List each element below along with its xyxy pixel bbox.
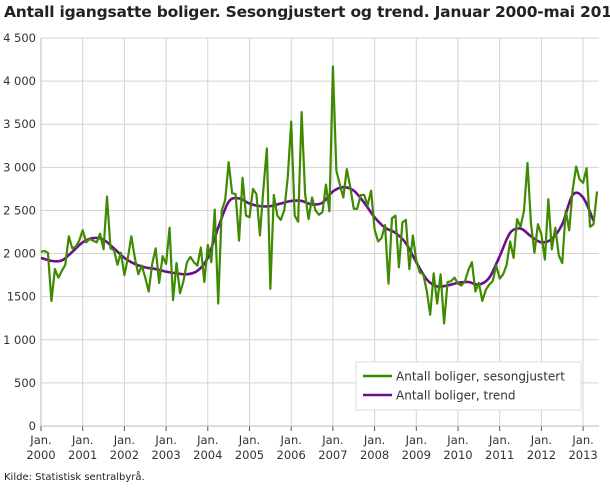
x-tick-label: Jan. <box>530 433 552 447</box>
x-tick-label: Jan. <box>321 433 343 447</box>
x-tick-label: Jan. <box>280 433 302 447</box>
x-tick-label-year: 2013 <box>568 448 597 462</box>
series-line-sesongjustert <box>40 65 599 325</box>
x-tick-label: Jan. <box>154 433 176 447</box>
legend-box <box>355 361 582 411</box>
x-tick-label: Jan. <box>363 433 385 447</box>
x-tick-label: Jan. <box>571 433 593 447</box>
y-tick-label: 0 <box>29 419 36 433</box>
x-tick-label-year: 2004 <box>193 448 222 462</box>
x-tick-label-year: 2010 <box>443 448 472 462</box>
x-tick-label: Jan. <box>196 433 218 447</box>
x-tick-label: Jan. <box>29 433 51 447</box>
chart-title: Antall igangsatte boliger. Sesongjustert… <box>4 3 610 21</box>
y-tick-label: 3 500 <box>3 117 36 131</box>
series-line-trend <box>40 185 595 288</box>
source-note: Kilde: Statistisk sentralbyrå. <box>4 472 145 483</box>
x-tick-label: Jan. <box>488 433 510 447</box>
y-tick-label: 4 500 <box>3 31 36 45</box>
x-tick-label-year: 2011 <box>485 448 514 462</box>
x-tick-label-year: 2005 <box>235 448 264 462</box>
y-tick-label: 1500 <box>7 290 36 304</box>
x-tick-label-year: 2001 <box>68 448 97 462</box>
x-tick-label-year: 2000 <box>26 448 55 462</box>
y-tick-label: 3 000 <box>3 160 36 174</box>
x-tick-label-year: 2012 <box>527 448 556 462</box>
line-chart: 0 500 1 000 1500 2 000 2 500 3 000 3 500 4 000 4 … <box>3 31 599 462</box>
x-tick-label-year: 2009 <box>402 448 431 462</box>
x-tick-label-year: 2007 <box>318 448 347 462</box>
x-tick-label-year: 2008 <box>360 448 389 462</box>
y-tick-label: 4 000 <box>3 74 36 88</box>
y-tick-label: 2 500 <box>3 203 36 217</box>
y-tick-label: 1 000 <box>3 333 36 347</box>
x-tick-label: Jan. <box>405 433 427 447</box>
y-tick-label: 2 000 <box>3 247 36 261</box>
x-tick-label-year: 2003 <box>151 448 180 462</box>
y-tick-label: 500 <box>14 376 36 390</box>
x-tick-label-year: 2006 <box>277 448 306 462</box>
legend-label: Antall boliger, sesongjustert <box>396 370 565 384</box>
x-tick-label-year: 2002 <box>110 448 139 462</box>
x-tick-label: Jan. <box>238 433 260 447</box>
x-tick-label: Jan. <box>113 433 135 447</box>
legend-label: Antall boliger, trend <box>396 389 516 403</box>
x-tick-label: Jan. <box>71 433 93 447</box>
x-tick-label: Jan. <box>446 433 468 447</box>
